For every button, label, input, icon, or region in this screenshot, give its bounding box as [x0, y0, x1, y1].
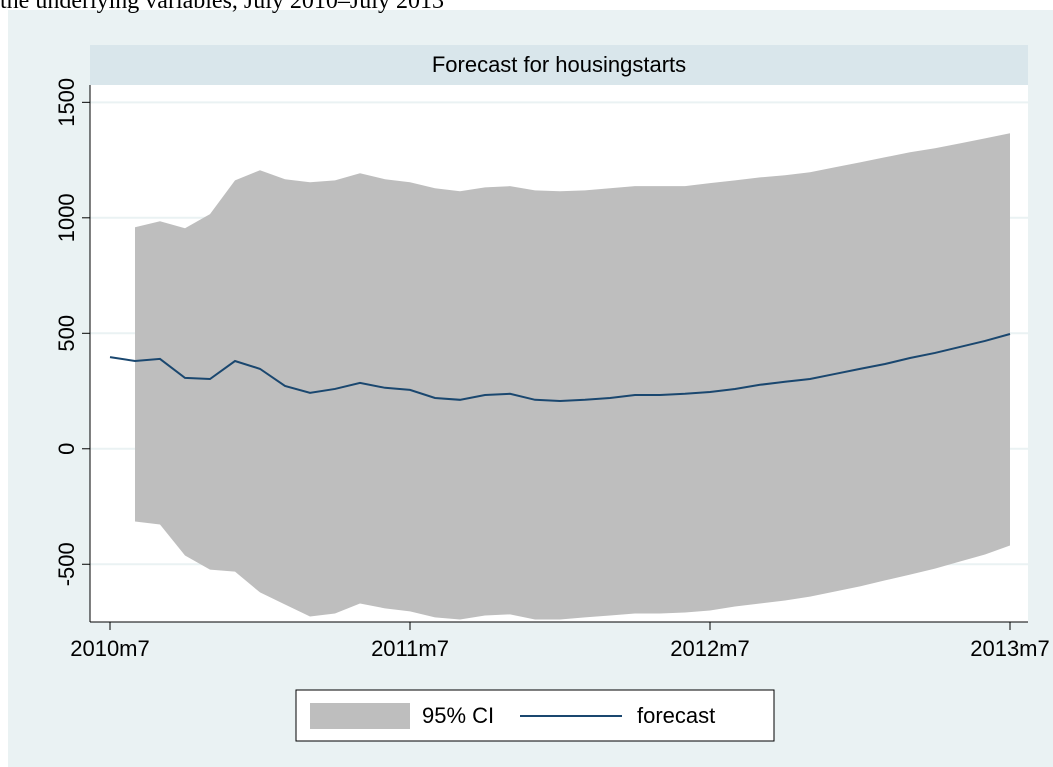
x-tick-label: 2010m7	[70, 636, 150, 661]
y-tick-label: 1500	[54, 78, 79, 127]
title-band	[90, 45, 1028, 85]
forecast-line	[109, 333, 1011, 402]
x-tick-label: 2013m7	[970, 636, 1050, 661]
y-tick-label: 1000	[54, 193, 79, 242]
y-tick-label: 500	[54, 315, 79, 352]
ci-band	[135, 133, 1010, 620]
caption: the underlying variables, July 2010–July…	[0, 0, 444, 14]
chart-title: Forecast for housingstarts	[432, 52, 686, 77]
legend-label: forecast	[637, 703, 715, 728]
legend-swatch	[310, 703, 410, 729]
x-tick-label: 2012m7	[670, 636, 750, 661]
y-tick-label: 0	[54, 443, 79, 455]
x-tick-label: 2011m7	[371, 636, 449, 661]
y-tick-label: -500	[54, 542, 79, 586]
legend-label: 95% CI	[422, 703, 494, 728]
